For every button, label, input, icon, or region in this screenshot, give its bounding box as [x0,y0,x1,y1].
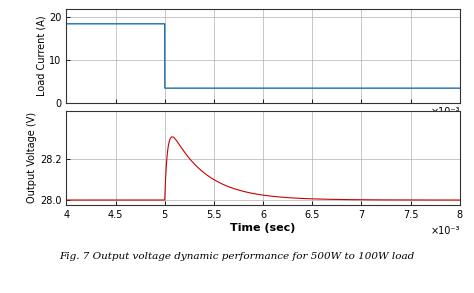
X-axis label: Time (sec): Time (sec) [230,223,296,233]
Text: Fig. 7 Output voltage dynamic performance for 500W to 100W load: Fig. 7 Output voltage dynamic performanc… [59,252,415,261]
Y-axis label: Load Current (A): Load Current (A) [36,16,46,96]
Y-axis label: Output Voltage (V): Output Voltage (V) [27,112,37,203]
Text: ×10⁻³: ×10⁻³ [430,107,460,117]
Text: ×10⁻³: ×10⁻³ [430,226,460,236]
